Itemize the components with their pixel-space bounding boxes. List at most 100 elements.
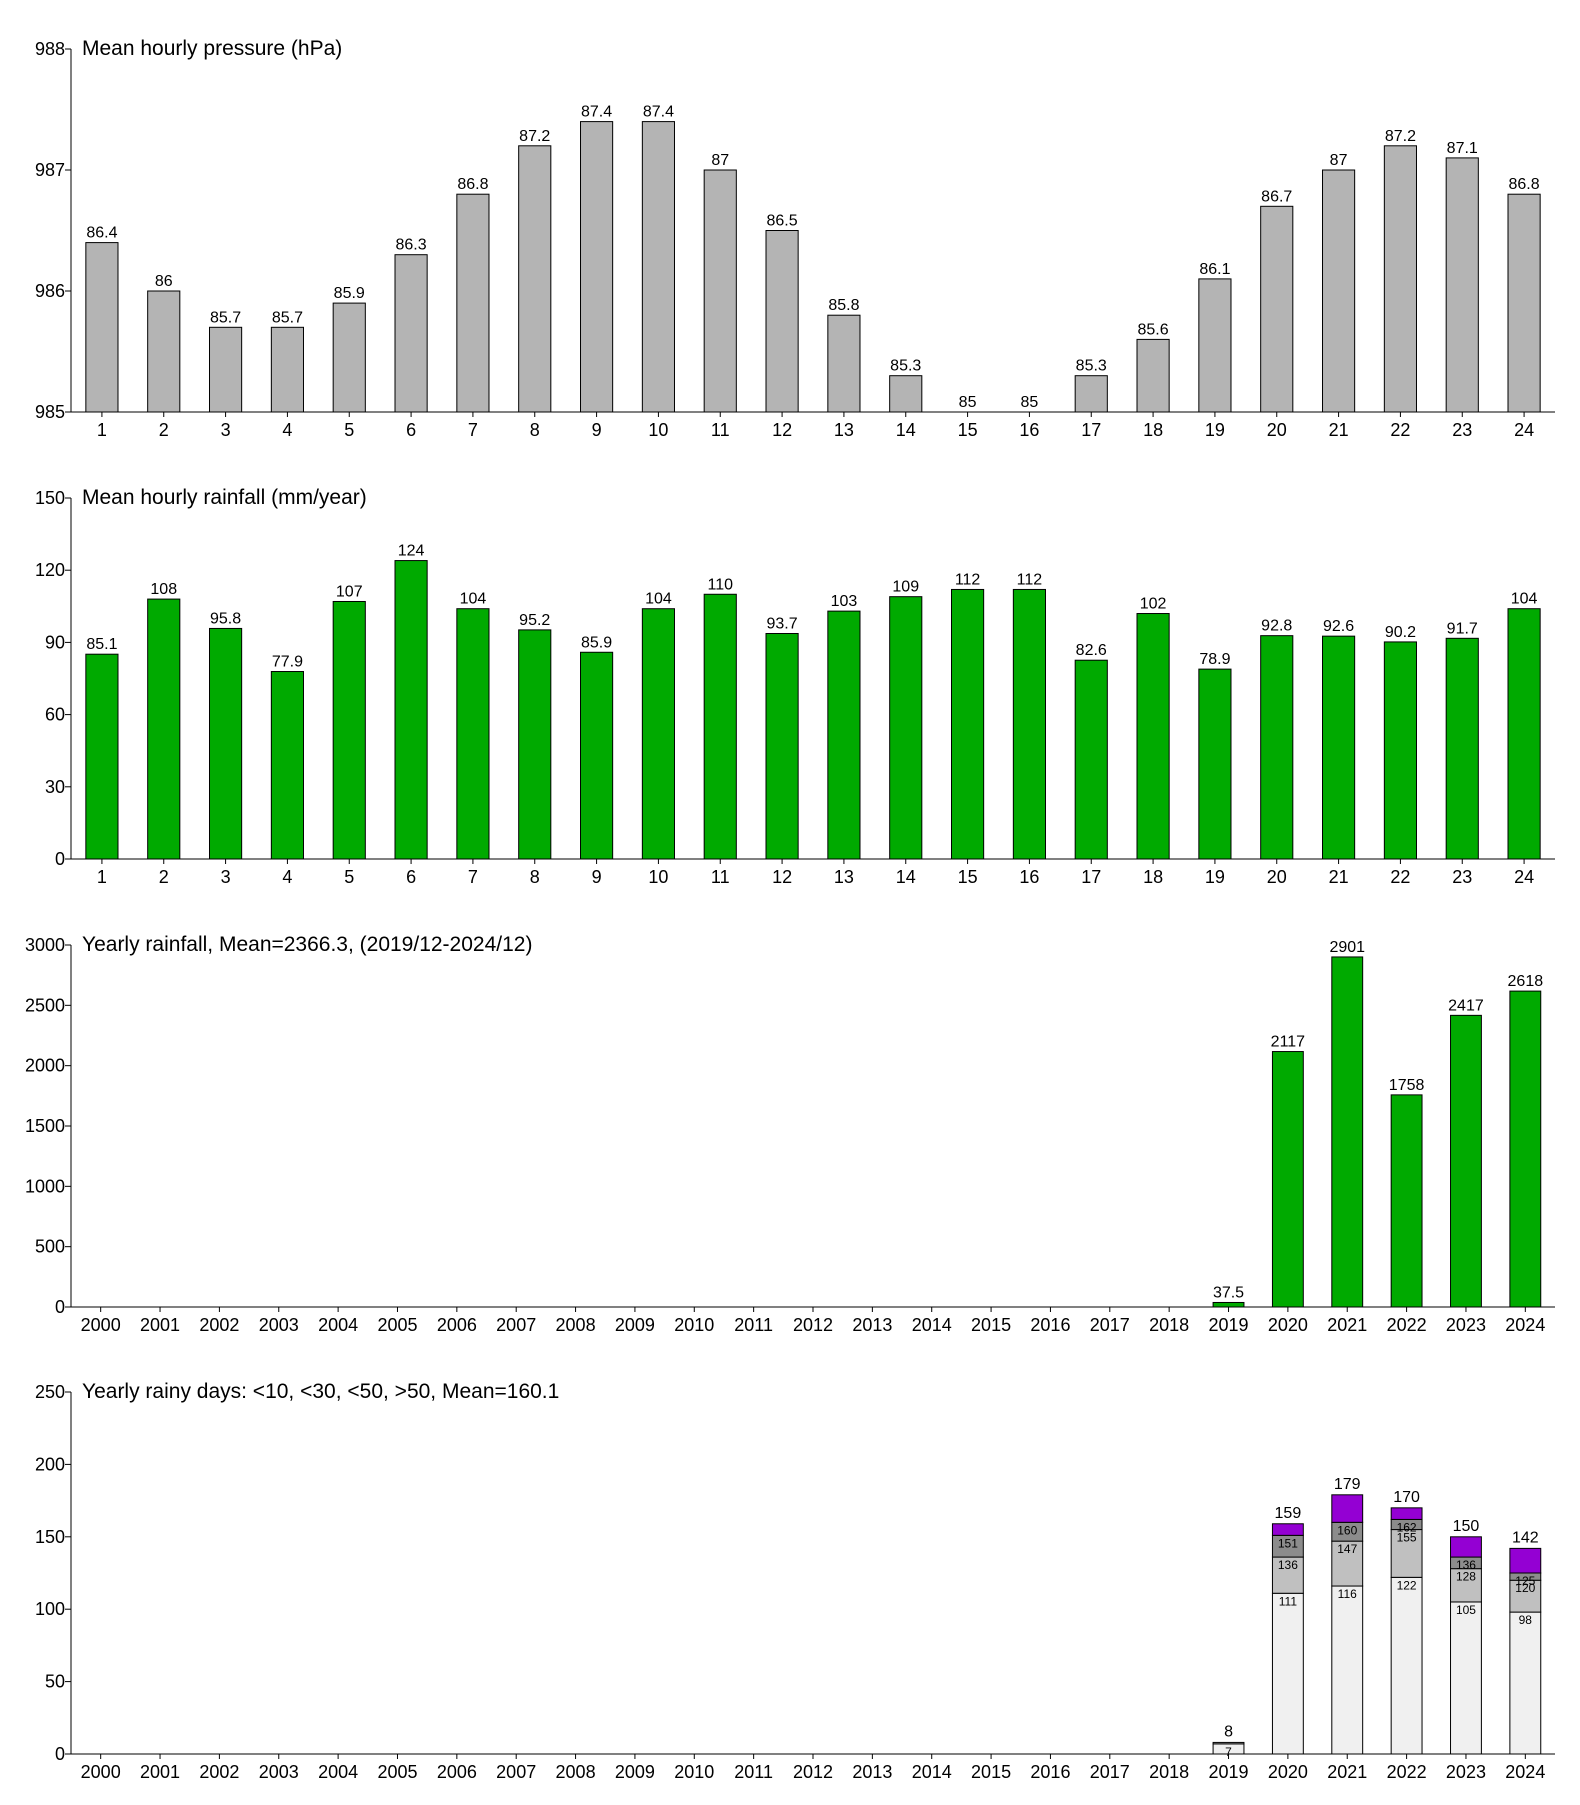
y-tick-label: 1500: [25, 1116, 65, 1136]
bar: [456, 608, 490, 860]
segment-label: 120: [1515, 1581, 1535, 1595]
x-tick-label: 14: [896, 867, 916, 887]
y-tick-label: 120: [35, 560, 65, 580]
x-tick-label: 14: [896, 420, 916, 440]
x-tick-label: 2020: [1268, 1762, 1308, 1782]
bar: [889, 375, 923, 413]
value-label: 90.2: [1385, 624, 1416, 641]
total-label: 8: [1224, 1723, 1233, 1740]
x-tick-label: 11: [711, 420, 730, 440]
x-tick-label: 15: [958, 420, 978, 440]
value-label: 1758: [1389, 1077, 1425, 1094]
bar: [209, 627, 243, 860]
x-tick-label: 7: [468, 420, 478, 440]
value-label: 87: [711, 152, 729, 169]
x-tick-label: 2019: [1208, 1315, 1248, 1335]
x-tick-label: 2010: [674, 1762, 714, 1782]
bar: [765, 230, 799, 413]
x-tick-label: 18: [1143, 867, 1163, 887]
bar: [332, 600, 366, 860]
value-label: 37.5: [1213, 1284, 1244, 1301]
y-tick-label: 2500: [25, 995, 65, 1015]
x-tick-label: 21: [1329, 420, 1349, 440]
value-label: 85: [959, 394, 977, 411]
x-tick-label: 20: [1267, 867, 1287, 887]
x-tick-label: 2001: [140, 1315, 180, 1335]
total-label: 170: [1393, 1489, 1420, 1506]
x-tick-label: 23: [1452, 420, 1472, 440]
x-tick-label: 15: [958, 867, 978, 887]
value-label: 85.9: [581, 634, 612, 651]
x-tick-label: 22: [1390, 867, 1410, 887]
total-label: 159: [1275, 1505, 1302, 1522]
x-tick-label: 4: [282, 867, 292, 887]
x-tick-label: 19: [1205, 867, 1225, 887]
value-label: 85.9: [334, 285, 365, 302]
bar: [270, 671, 304, 860]
x-tick-label: 2002: [199, 1762, 239, 1782]
segment-label: 98: [1519, 1613, 1533, 1627]
bar: [1198, 668, 1232, 860]
x-tick-label: 2017: [1090, 1315, 1130, 1335]
value-label: 85.3: [890, 358, 921, 375]
bar: [1198, 278, 1232, 413]
value-label: 92.8: [1261, 618, 1292, 635]
segment-label: 111: [1279, 1594, 1298, 1608]
x-tick-label: 1: [97, 420, 107, 440]
x-tick-label: 9: [592, 867, 602, 887]
value-label: 77.9: [272, 654, 303, 671]
value-label: 86.7: [1261, 188, 1292, 205]
bar: [1271, 1051, 1304, 1308]
bar: [1260, 205, 1294, 413]
y-tick-label: 0: [55, 1744, 65, 1764]
x-tick-label: 2005: [377, 1762, 417, 1782]
x-tick-label: 8: [530, 420, 540, 440]
bar-segment: [1450, 1568, 1482, 1603]
bar-segment: [1271, 1556, 1304, 1594]
x-tick-label: 2008: [556, 1762, 596, 1782]
value-label: 85.8: [828, 297, 859, 314]
bar: [147, 290, 181, 413]
value-label: 109: [892, 579, 919, 596]
value-label: 124: [398, 543, 425, 560]
x-tick-label: 10: [648, 420, 668, 440]
x-tick-label: 2006: [437, 1762, 477, 1782]
value-label: 78.9: [1199, 651, 1230, 668]
bar: [1383, 145, 1417, 413]
x-tick-label: 2021: [1327, 1762, 1367, 1782]
bar: [394, 254, 428, 413]
x-tick-label: 2000: [81, 1315, 121, 1335]
y-tick-label: 30: [45, 777, 65, 797]
segment-label: 105: [1456, 1603, 1476, 1617]
x-tick-label: 16: [1019, 420, 1039, 440]
value-label: 104: [1511, 591, 1538, 608]
bar: [1136, 338, 1170, 413]
value-label: 103: [831, 593, 858, 610]
segment-label: 136: [1278, 1558, 1298, 1572]
x-tick-label: 16: [1019, 867, 1039, 887]
value-label: 2117: [1271, 1034, 1306, 1051]
x-tick-label: 6: [406, 867, 416, 887]
bar: [765, 632, 799, 860]
segment-label: 160: [1337, 1523, 1357, 1537]
x-tick-label: 2024: [1505, 1315, 1545, 1335]
total-label: 150: [1453, 1518, 1480, 1535]
y-tick-label: 60: [45, 705, 65, 725]
value-label: 87.2: [519, 128, 550, 145]
bar-segment: [1331, 1540, 1364, 1587]
y-tick-label: 90: [45, 632, 65, 652]
x-tick-label: 4: [282, 420, 292, 440]
x-tick-label: 2019: [1208, 1762, 1248, 1782]
x-tick-label: 2024: [1505, 1762, 1545, 1782]
x-tick-label: 2007: [496, 1762, 536, 1782]
value-label: 112: [1017, 571, 1043, 588]
value-label: 2901: [1329, 939, 1365, 956]
x-tick-label: 18: [1143, 420, 1163, 440]
value-label: 86.3: [396, 237, 427, 254]
bar: [827, 610, 861, 860]
y-tick-label: 3000: [25, 935, 65, 955]
x-tick-label: 2015: [971, 1315, 1011, 1335]
value-label: 91.7: [1447, 620, 1478, 637]
bar: [1507, 193, 1541, 413]
value-label: 87.4: [643, 104, 674, 121]
